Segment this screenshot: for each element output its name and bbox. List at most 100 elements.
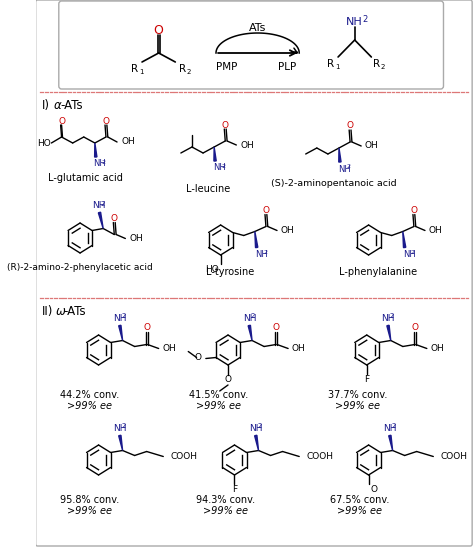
Text: >99% ee: >99% ee bbox=[67, 401, 112, 411]
Text: COOH: COOH bbox=[441, 452, 468, 461]
Text: α: α bbox=[53, 99, 61, 112]
Text: NH: NH bbox=[243, 314, 256, 323]
Text: NH: NH bbox=[92, 201, 106, 210]
Text: OH: OH bbox=[430, 344, 444, 353]
Text: I): I) bbox=[42, 99, 50, 112]
Text: L-glutamic acid: L-glutamic acid bbox=[48, 173, 123, 183]
Text: 41.5% conv.: 41.5% conv. bbox=[189, 390, 248, 400]
Text: O: O bbox=[370, 485, 377, 493]
Text: OH: OH bbox=[365, 142, 379, 150]
Text: 2: 2 bbox=[251, 313, 255, 319]
Text: NH: NH bbox=[93, 160, 106, 168]
Text: O: O bbox=[410, 206, 418, 215]
Text: II): II) bbox=[42, 305, 54, 318]
Text: R: R bbox=[179, 64, 186, 74]
Text: NH: NH bbox=[249, 424, 263, 433]
Text: R: R bbox=[131, 64, 138, 74]
Polygon shape bbox=[339, 148, 341, 162]
Text: ATs: ATs bbox=[249, 23, 266, 33]
Text: NH: NH bbox=[213, 164, 226, 172]
Text: 95.8% conv.: 95.8% conv. bbox=[60, 495, 119, 505]
Text: NH: NH bbox=[403, 250, 416, 259]
Text: O: O bbox=[194, 353, 201, 362]
Text: (R)-2-amino-2-phenylacetic acid: (R)-2-amino-2-phenylacetic acid bbox=[7, 264, 153, 272]
Text: 2: 2 bbox=[411, 250, 415, 255]
Text: NH: NH bbox=[113, 314, 127, 323]
Polygon shape bbox=[118, 325, 123, 340]
Polygon shape bbox=[389, 435, 392, 451]
Text: 2: 2 bbox=[100, 201, 104, 207]
Text: NH: NH bbox=[346, 17, 363, 27]
FancyBboxPatch shape bbox=[59, 1, 444, 89]
Text: 44.2% conv.: 44.2% conv. bbox=[60, 390, 119, 400]
Text: F: F bbox=[232, 485, 237, 493]
Text: -ATs: -ATs bbox=[64, 305, 86, 318]
Polygon shape bbox=[118, 435, 123, 451]
Text: NH: NH bbox=[383, 424, 397, 433]
Polygon shape bbox=[214, 147, 216, 161]
Text: 2: 2 bbox=[257, 423, 262, 429]
Text: 2: 2 bbox=[362, 15, 367, 24]
Polygon shape bbox=[255, 435, 258, 451]
Polygon shape bbox=[95, 143, 97, 157]
Text: NH: NH bbox=[382, 314, 395, 323]
Text: 2: 2 bbox=[390, 313, 394, 319]
Text: COOH: COOH bbox=[171, 452, 198, 461]
Text: 2: 2 bbox=[101, 160, 105, 165]
Text: NH: NH bbox=[255, 250, 268, 259]
Text: 2: 2 bbox=[121, 313, 126, 319]
Text: OH: OH bbox=[428, 226, 442, 235]
Text: OH: OH bbox=[292, 344, 306, 353]
Text: O: O bbox=[222, 120, 229, 130]
Text: 1: 1 bbox=[139, 69, 143, 75]
Text: O: O bbox=[273, 323, 280, 332]
Text: 94.3% conv.: 94.3% conv. bbox=[196, 495, 255, 505]
Text: COOH: COOH bbox=[307, 452, 334, 461]
Text: OH: OH bbox=[163, 344, 176, 353]
Polygon shape bbox=[403, 231, 406, 248]
Text: OH: OH bbox=[240, 141, 254, 149]
Text: 37.7% conv.: 37.7% conv. bbox=[328, 390, 387, 400]
Text: OH: OH bbox=[129, 234, 143, 243]
Text: 2: 2 bbox=[263, 250, 267, 255]
Text: O: O bbox=[102, 117, 109, 125]
Text: -ATs: -ATs bbox=[61, 99, 83, 112]
Text: OH: OH bbox=[122, 137, 136, 147]
Text: 2: 2 bbox=[346, 165, 350, 170]
Text: 67.5% conv.: 67.5% conv. bbox=[329, 495, 389, 505]
Text: HO: HO bbox=[36, 138, 50, 148]
Text: O: O bbox=[346, 121, 354, 131]
Text: L-phenylalanine: L-phenylalanine bbox=[339, 267, 417, 277]
Text: >99% ee: >99% ee bbox=[203, 506, 248, 516]
Text: O: O bbox=[154, 24, 164, 37]
Text: HO: HO bbox=[205, 265, 219, 274]
Text: PLP: PLP bbox=[278, 62, 296, 72]
Text: >99% ee: >99% ee bbox=[196, 401, 241, 411]
Text: O: O bbox=[263, 206, 269, 215]
Text: 2: 2 bbox=[392, 423, 396, 429]
Text: L-tyrosine: L-tyrosine bbox=[206, 267, 254, 277]
Text: R: R bbox=[374, 59, 381, 69]
Text: 2: 2 bbox=[221, 164, 226, 168]
Text: >99% ee: >99% ee bbox=[337, 506, 382, 516]
Text: OH: OH bbox=[281, 226, 294, 235]
Polygon shape bbox=[248, 325, 252, 340]
Text: NH: NH bbox=[338, 165, 351, 173]
Text: 2: 2 bbox=[121, 423, 126, 429]
Text: (S)-2-aminopentanoic acid: (S)-2-aminopentanoic acid bbox=[271, 179, 396, 189]
Text: NH: NH bbox=[113, 424, 127, 433]
Text: O: O bbox=[111, 214, 118, 223]
Polygon shape bbox=[255, 231, 258, 248]
Text: 1: 1 bbox=[335, 64, 339, 70]
Text: PMP: PMP bbox=[217, 62, 238, 72]
Text: L-leucine: L-leucine bbox=[186, 184, 231, 194]
Text: O: O bbox=[143, 323, 150, 332]
Polygon shape bbox=[98, 212, 103, 229]
Text: 2: 2 bbox=[380, 64, 384, 70]
Text: 2: 2 bbox=[186, 69, 191, 75]
Text: ω: ω bbox=[56, 305, 66, 318]
Text: O: O bbox=[58, 117, 65, 125]
Text: >99% ee: >99% ee bbox=[67, 506, 112, 516]
Text: R: R bbox=[327, 59, 334, 69]
Text: O: O bbox=[225, 375, 231, 385]
